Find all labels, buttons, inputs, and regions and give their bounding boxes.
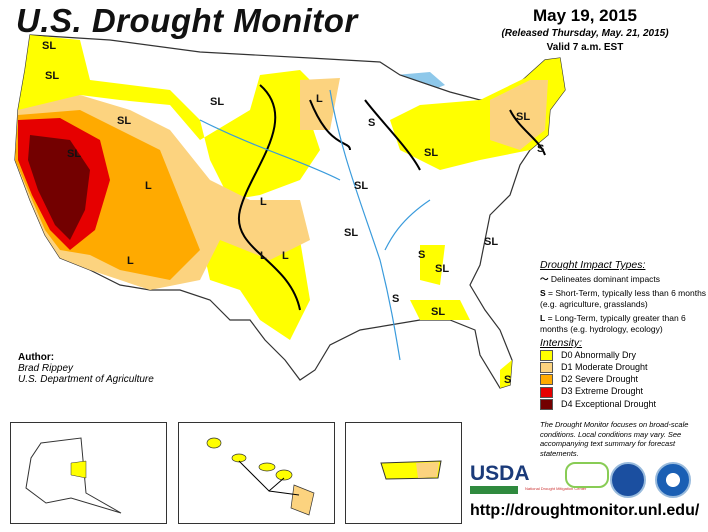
legend-swatch — [540, 386, 553, 398]
doc-seal-icon — [610, 462, 646, 498]
map-impact-label: L — [282, 250, 289, 262]
map-impact-label: SL — [435, 263, 450, 275]
legend-swatch — [540, 350, 553, 362]
map-impact-label: SL — [431, 306, 446, 318]
ndmc-logo: National Drought Mitigation Center — [525, 486, 587, 491]
puerto-rico-inset — [345, 422, 462, 524]
author-org: U.S. Department of Agriculture — [18, 374, 154, 385]
s-key: S — [540, 288, 546, 298]
map-impact-label: SL — [67, 148, 82, 160]
author-block: Author: Brad Rippey U.S. Department of A… — [18, 352, 154, 385]
noaa-logo-icon — [655, 462, 691, 498]
legend-label: D1 Moderate Drought — [561, 362, 648, 373]
d0-southeast — [410, 245, 512, 388]
l-key: L — [540, 313, 546, 323]
delineates-text: Delineates dominant impacts — [550, 274, 661, 284]
hawaii-inset — [178, 422, 335, 524]
legend-label: D0 Abnormally Dry — [561, 350, 637, 360]
impact-line-icon: 〜 — [540, 274, 549, 284]
legend-item: D4 Exceptional Drought — [540, 399, 708, 410]
map-impact-label: SL — [484, 236, 499, 248]
map-impact-label: SL — [210, 96, 225, 108]
map-impact-label: L — [260, 250, 267, 262]
valid-time: Valid 7 a.m. EST — [546, 42, 624, 53]
map-impact-label: L — [127, 255, 134, 267]
legend-item: D1 Moderate Drought — [540, 362, 708, 374]
legend-swatch — [540, 398, 553, 410]
d0-southplains — [200, 235, 310, 340]
author-label: Author: — [18, 352, 55, 363]
disclaimer-note: The Drought Monitor focuses on broad-sca… — [540, 420, 689, 458]
d0-west — [18, 35, 330, 200]
s-desc: = Short-Term, typically less than 6 mont… — [540, 288, 707, 309]
map-impact-label: SL — [344, 227, 359, 239]
map-impact-label: S — [368, 117, 376, 129]
map-impact-label: S — [392, 293, 400, 305]
map-impact-label: SL — [424, 147, 439, 159]
map-date: May 19, 2015 — [533, 6, 637, 25]
legend-swatch — [540, 374, 553, 386]
release-date: (Released Thursday, May. 21, 2015) — [501, 28, 669, 39]
alaska-inset — [10, 422, 167, 524]
legend-item: D0 Abnormally Dry — [540, 350, 708, 362]
website-url[interactable]: http://droughtmonitor.unl.edu/ — [470, 502, 700, 519]
l-desc: = Long-Term, typically greater than 6 mo… — [540, 313, 686, 334]
legend-swatch — [540, 362, 553, 374]
map-impact-label: SL — [354, 180, 369, 192]
map-impact-label: L — [260, 196, 267, 208]
page-title: U.S. Drought Monitor — [16, 2, 358, 39]
map-impact-label: S — [504, 374, 512, 386]
legend-label: D4 Exceptional Drought — [561, 398, 657, 409]
map-impact-label: L — [316, 93, 323, 105]
map-impact-label: SL — [45, 70, 60, 82]
rivers — [199, 89, 431, 361]
legend-item: D2 Severe Drought — [540, 374, 708, 386]
author-name: Brad Rippey — [18, 363, 74, 374]
map-impact-label: SL — [42, 40, 57, 52]
legend-label: D3 Extreme Drought — [561, 386, 644, 397]
d4-california — [28, 135, 90, 240]
d1-other — [300, 78, 548, 150]
map-impact-label: S — [537, 143, 545, 155]
map-impact-label: SL — [117, 115, 132, 127]
impact-types-title: Drought Impact Types: — [540, 259, 646, 271]
legend: Drought Impact Types: 〜 Delineates domin… — [540, 260, 708, 411]
ndmc-trees-icon — [565, 462, 609, 488]
legend-label: D2 Severe Drought — [561, 374, 639, 385]
intensity-title: Intensity: — [540, 337, 583, 349]
map-impact-label: S — [418, 249, 426, 261]
map-impact-label: L — [145, 180, 152, 192]
map-impact-label: SL — [516, 111, 531, 123]
legend-item: D3 Extreme Drought — [540, 386, 708, 398]
impact-boundary-lines — [237, 84, 546, 311]
usda-logo: USDA — [470, 462, 530, 485]
usda-logo-stripe — [470, 486, 518, 494]
